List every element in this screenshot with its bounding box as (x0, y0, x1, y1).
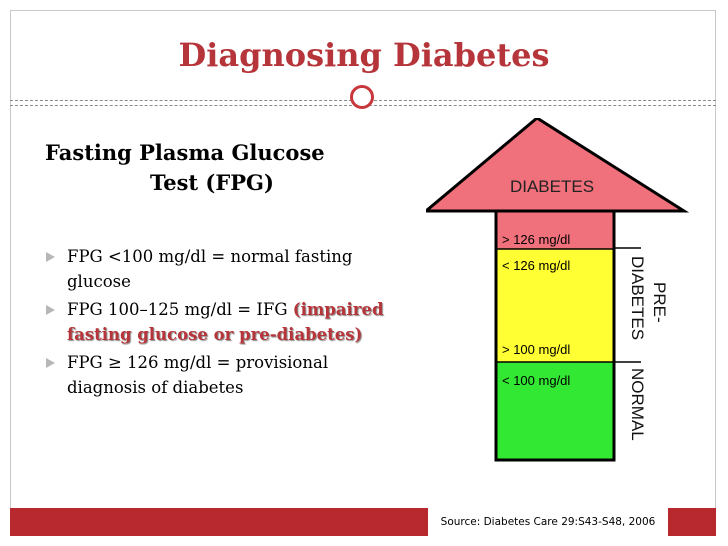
bullet-text: FPG <100 mg/dl = normal fasting glucose (67, 247, 353, 291)
source-citation: Source: Diabetes Care 29:S43-S48, 2006 (428, 508, 668, 536)
bullet-item: FPG ≥ 126 mg/dl = provisional diagnosis … (46, 350, 391, 400)
level-label: > 126 mg/dl (502, 232, 570, 247)
arrow-shaft-outline (494, 209, 616, 462)
band-normal (496, 362, 614, 460)
arrow-top-label: DIABETES (510, 177, 594, 196)
slide-title: Diagnosing Diabetes (178, 36, 550, 74)
glucose-arrow-diagram: DIABETES > 126 mg/dl < 126 mg/dl > 100 m… (426, 118, 690, 462)
bullet-item: FPG <100 mg/dl = normal fasting glucose (46, 244, 391, 294)
bullet-emphasis: (impaired fasting glucose or pre-diabete… (67, 300, 384, 344)
ring-ornament-icon (350, 85, 374, 109)
bullet-item: FPG 100–125 mg/dl = IFG (impaired fastin… (46, 297, 391, 347)
triangle-bullet-icon (46, 358, 55, 368)
band-prediabetes (496, 249, 614, 362)
level-label: > 100 mg/dl (502, 342, 570, 357)
bullet-list: FPG <100 mg/dl = normal fasting glucose … (46, 244, 391, 403)
section-heading: Fasting Plasma Glucose Test (FPG) (45, 138, 390, 198)
heading-line-2: Test (FPG) (150, 170, 274, 195)
level-label: < 100 mg/dl (502, 373, 570, 388)
side-label-diabetes: DIABETES (628, 256, 647, 340)
side-label-normal: NORMAL (628, 368, 647, 441)
side-label-pre: PRE- (650, 282, 669, 323)
bullet-text: FPG ≥ 126 mg/dl = provisional diagnosis … (67, 353, 329, 397)
level-label: < 126 mg/dl (502, 258, 570, 273)
triangle-bullet-icon (46, 305, 55, 315)
band-diabetes (496, 211, 614, 249)
heading-line-1: Fasting Plasma Glucose (45, 140, 325, 165)
triangle-bullet-icon (46, 252, 55, 262)
bullet-text: FPG 100–125 mg/dl = IFG (67, 300, 288, 319)
